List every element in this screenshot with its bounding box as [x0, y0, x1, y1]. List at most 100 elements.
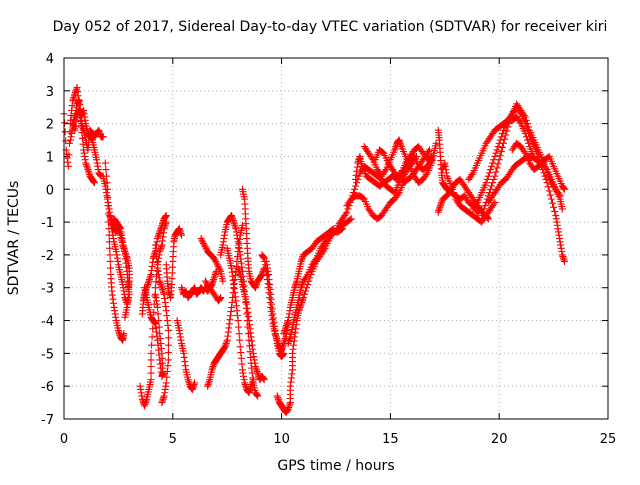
data-point: [427, 157, 435, 165]
y-tick-label: 1: [46, 150, 54, 165]
data-point: [484, 172, 492, 180]
series-18: [223, 244, 257, 397]
data-point: [234, 317, 242, 325]
series-11: [162, 225, 186, 302]
data-point: [478, 212, 486, 220]
series-25: [284, 225, 347, 348]
data-point: [500, 139, 508, 147]
data-point: [496, 152, 504, 160]
series-14: [201, 277, 225, 305]
data-point: [541, 172, 549, 180]
series-2: [69, 107, 107, 154]
data-point: [555, 190, 563, 198]
data-point: [147, 362, 155, 370]
data-point: [106, 257, 114, 265]
data-point: [61, 119, 69, 127]
data-point: [191, 379, 199, 387]
data-point: [544, 183, 552, 191]
data-point: [198, 236, 206, 244]
data-point: [105, 231, 113, 239]
x-tick-label: 20: [491, 432, 508, 447]
data-point: [491, 152, 499, 160]
data-point: [238, 221, 246, 229]
data-point: [101, 159, 109, 167]
data-point: [120, 330, 128, 338]
data-point: [426, 146, 434, 154]
data-point: [394, 190, 402, 198]
y-axis-title: SDTVAR / TECUs: [6, 181, 22, 296]
data-point: [214, 262, 222, 270]
data-point: [347, 215, 355, 223]
data-point: [64, 162, 72, 170]
series-9: [141, 284, 167, 380]
data-point: [311, 256, 319, 264]
data-point: [337, 225, 345, 233]
data-point: [560, 185, 568, 193]
y-tick-label: -2: [41, 249, 54, 264]
data-point: [504, 123, 512, 131]
data-point: [162, 212, 170, 220]
series-15: [197, 235, 227, 285]
data-point: [502, 131, 510, 139]
axis-ticks: 0 5 10 15 20 25 -7 -6 -5 -4 -3 -2 -1 0 1 2 3 4: [41, 52, 616, 447]
data-point: [490, 175, 498, 183]
x-axis-title: GPS time / hours: [277, 458, 394, 474]
data-point: [489, 159, 497, 167]
series-20: [238, 185, 268, 292]
data-point: [556, 192, 564, 200]
data-point: [62, 137, 70, 145]
data-point: [104, 193, 112, 201]
data-point: [488, 182, 496, 190]
data-point: [503, 127, 511, 135]
data-point: [158, 399, 166, 407]
data-point: [106, 244, 114, 252]
data-point: [90, 179, 98, 187]
data-point: [213, 261, 221, 269]
y-tick-label: -5: [41, 347, 54, 362]
data-point: [480, 205, 488, 213]
series-30: [371, 146, 436, 180]
data-point: [280, 349, 288, 357]
data-point: [451, 192, 459, 200]
data-point: [472, 200, 480, 208]
data-point: [498, 129, 506, 137]
data-point: [492, 149, 500, 157]
data-marks: [60, 84, 568, 416]
data-point: [432, 139, 440, 147]
data-point: [545, 187, 553, 195]
data-point: [300, 290, 308, 298]
data-point: [496, 136, 504, 144]
data-point: [200, 239, 208, 247]
data-point: [121, 313, 129, 321]
data-point: [197, 235, 205, 242]
data-point: [486, 166, 494, 174]
series-19: [234, 264, 268, 384]
data-point: [148, 333, 156, 341]
data-point: [540, 169, 548, 177]
data-point: [249, 376, 257, 384]
data-point: [215, 264, 223, 272]
data-point: [147, 356, 155, 364]
data-point: [479, 208, 487, 216]
series-10: [151, 241, 172, 407]
data-point: [102, 166, 110, 174]
series-4: [101, 159, 128, 344]
data-point: [155, 323, 163, 331]
data-point: [104, 202, 112, 210]
data-point: [490, 200, 498, 208]
data-point: [551, 207, 559, 215]
x-tick-label: 10: [273, 432, 290, 447]
data-point: [210, 254, 218, 262]
data-point: [147, 376, 155, 384]
data-point: [520, 148, 528, 156]
data-point: [211, 256, 219, 264]
data-point: [147, 369, 155, 377]
data-point: [422, 171, 430, 179]
data-point: [199, 238, 207, 246]
series-38: [508, 139, 564, 200]
data-point: [491, 172, 499, 180]
data-point: [381, 167, 389, 175]
data-point: [550, 203, 558, 211]
data-point: [493, 164, 501, 172]
